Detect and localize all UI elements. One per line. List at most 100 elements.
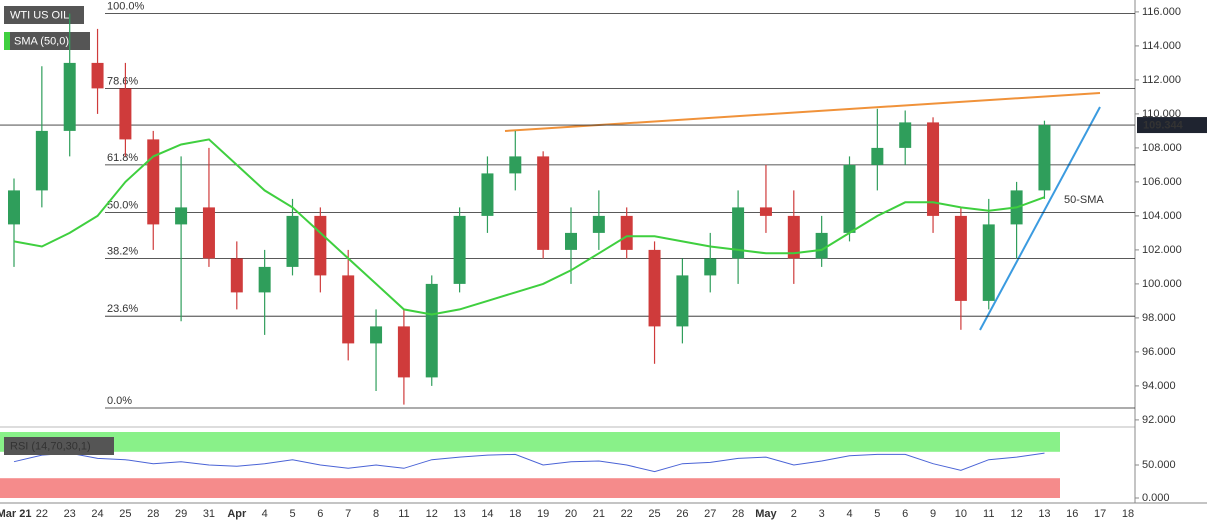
y-tick-label: 114.000 xyxy=(1142,40,1181,52)
candle-body xyxy=(899,122,912,148)
x-tick-label: 19 xyxy=(537,508,549,520)
x-tick-label: 27 xyxy=(704,508,716,520)
y-tick-label: 100.000 xyxy=(1142,278,1182,290)
x-tick-label: 11 xyxy=(983,508,994,520)
x-tick-label: 8 xyxy=(373,508,379,520)
title-box xyxy=(4,6,84,24)
rsi-y-tick-label: 50.000 xyxy=(1142,459,1176,471)
rsi-line xyxy=(13,452,1045,473)
x-tick-label: 6 xyxy=(902,508,908,520)
candle-body xyxy=(509,156,522,174)
x-tick-label: 4 xyxy=(846,508,852,520)
y-tick-label: 96.000 xyxy=(1142,346,1176,358)
x-tick-label: 25 xyxy=(119,508,131,520)
sma-annotation: 50-SMA xyxy=(1064,194,1104,206)
x-tick-label: 2 xyxy=(791,508,797,520)
y-tick-label: 104.000 xyxy=(1142,210,1182,222)
candle-body xyxy=(8,190,20,225)
candle-body xyxy=(175,207,188,225)
fib-label: 0.0% xyxy=(107,395,132,407)
x-tick-label: Mar 21 xyxy=(0,508,31,520)
x-tick-label: 20 xyxy=(565,508,577,520)
candle-body xyxy=(676,275,689,327)
x-tick-label: Apr xyxy=(227,508,247,520)
candle-body xyxy=(370,326,383,344)
candle-body xyxy=(286,215,299,267)
candle-body xyxy=(63,62,76,131)
y-tick-label: 94.000 xyxy=(1142,380,1176,392)
x-tick-label: 23 xyxy=(64,508,76,520)
x-tick-label: 9 xyxy=(930,508,936,520)
y-tick-label: 112.000 xyxy=(1142,74,1181,86)
x-tick-label: 31 xyxy=(203,508,215,520)
candle-body xyxy=(202,207,215,259)
x-tick-label: 7 xyxy=(345,508,351,520)
x-tick-label: 28 xyxy=(147,508,159,520)
rsi-band xyxy=(0,478,1060,498)
candle-body xyxy=(787,215,800,259)
x-tick-label: 16 xyxy=(1066,508,1078,520)
candle-body xyxy=(620,215,633,250)
x-tick-label: 4 xyxy=(262,508,268,520)
y-tick-label: 92.000 xyxy=(1142,414,1176,426)
candle-body xyxy=(91,62,104,89)
x-tick-label: 3 xyxy=(819,508,825,520)
candle-body xyxy=(258,266,271,293)
last-price-tag xyxy=(1137,117,1207,134)
x-tick-label: May xyxy=(755,508,777,520)
x-tick-label: 11 xyxy=(398,508,409,520)
candle-body xyxy=(147,139,160,225)
x-tick-label: 10 xyxy=(955,508,967,520)
sma-line xyxy=(13,138,1045,316)
y-tick-label: 106.000 xyxy=(1142,176,1182,188)
chart-title: WTI US OIL xyxy=(10,9,69,21)
candle-body xyxy=(815,232,828,259)
x-tick-label: 12 xyxy=(1010,508,1022,520)
fib-label: 78.6% xyxy=(107,75,138,87)
candle-body xyxy=(119,88,132,140)
y-tick-label: 116.000 xyxy=(1142,6,1181,18)
x-tick-label: 26 xyxy=(676,508,688,520)
candle-body xyxy=(35,130,48,191)
y-tick-label: 108.000 xyxy=(1142,142,1182,154)
x-tick-label: 13 xyxy=(1038,508,1050,520)
last-price-label: 109.344 xyxy=(1143,119,1184,131)
rsi-title-box xyxy=(4,437,114,455)
x-tick-label: 22 xyxy=(36,508,48,520)
candle-body xyxy=(453,215,466,284)
x-tick-label: 5 xyxy=(289,508,295,520)
candle-body xyxy=(230,258,243,293)
rsi-y-tick-label: 0.000 xyxy=(1142,492,1170,504)
x-tick-label: 12 xyxy=(426,508,438,520)
x-tick-label: 25 xyxy=(648,508,660,520)
candle-body xyxy=(537,156,550,250)
candle-body xyxy=(927,122,940,216)
fib-label: 38.2% xyxy=(107,245,138,257)
rsi-band xyxy=(0,432,1060,452)
candle-body xyxy=(732,207,745,259)
x-tick-label: 6 xyxy=(317,508,323,520)
x-tick-label: 18 xyxy=(509,508,521,520)
x-tick-label: 21 xyxy=(593,508,605,520)
candle-body xyxy=(1038,125,1051,191)
x-tick-label: 18 xyxy=(1122,508,1134,520)
y-tick-label: 110.000 xyxy=(1142,108,1181,120)
x-tick-label: 22 xyxy=(621,508,633,520)
candle-body xyxy=(759,207,772,216)
candle-body xyxy=(481,173,494,216)
support-trendline xyxy=(979,106,1101,331)
fib-label: 61.8% xyxy=(107,152,138,164)
x-tick-label: 28 xyxy=(732,508,744,520)
y-tick-label: 98.000 xyxy=(1142,312,1176,324)
legend-label: SMA (50,0) xyxy=(14,35,69,47)
candle-body xyxy=(565,232,577,250)
candle-body xyxy=(592,215,605,233)
candle-body xyxy=(843,164,856,233)
candle-body xyxy=(982,224,995,301)
legend-box xyxy=(4,32,90,50)
candle-body xyxy=(397,326,410,378)
x-tick-label: 13 xyxy=(453,508,465,520)
x-tick-label: 24 xyxy=(91,508,103,520)
candle-body xyxy=(648,249,661,327)
